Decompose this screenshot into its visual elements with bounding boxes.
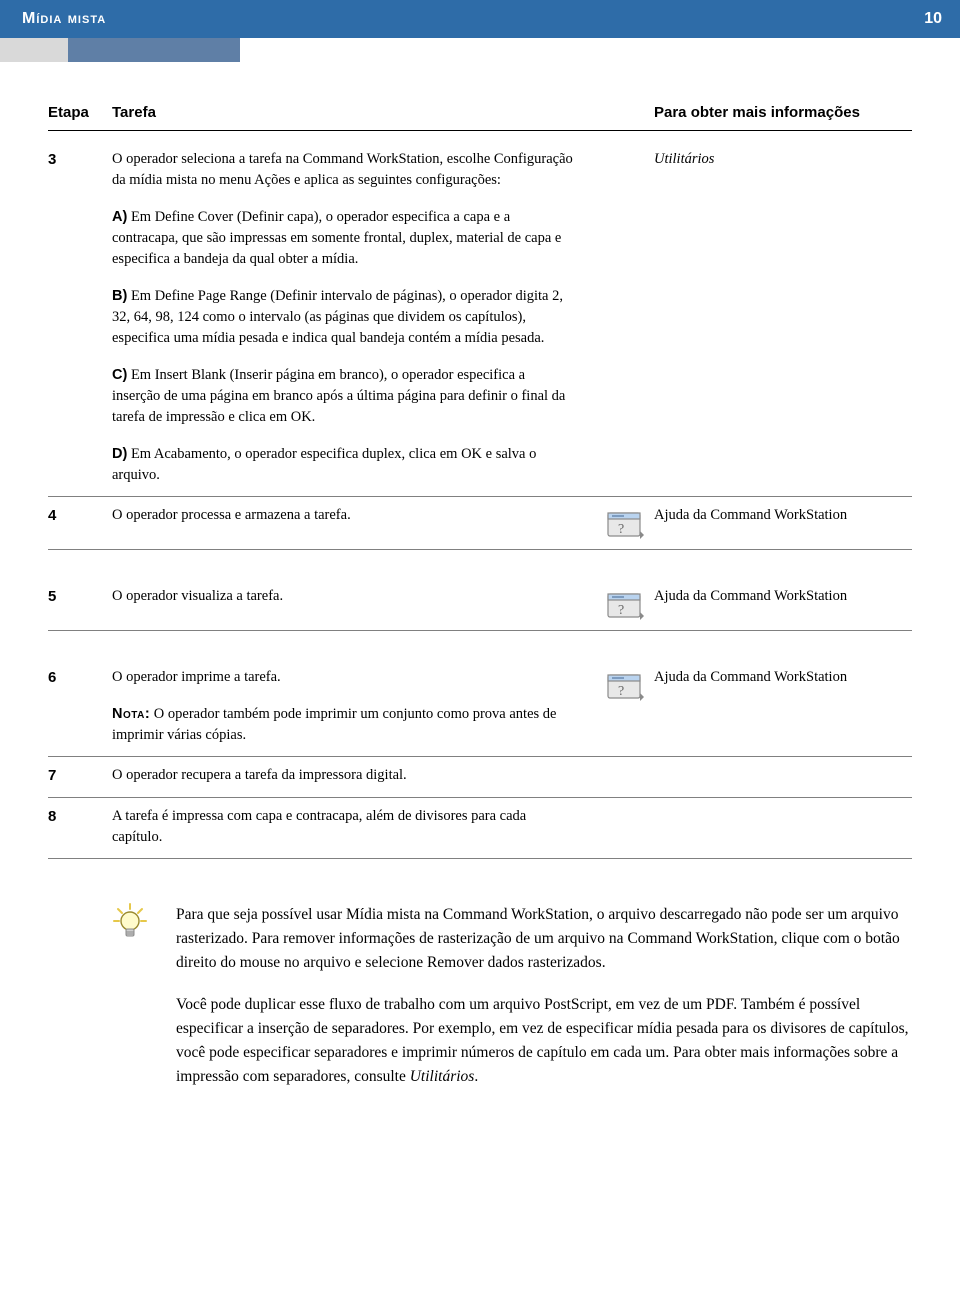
table-row: 3 O operador seleciona a tarefa na Comma… — [48, 141, 912, 497]
row6-text: O operador imprime a tarefa. — [112, 667, 574, 688]
row3-item-d: D) Em Acabamento, o operador especifica … — [112, 444, 574, 486]
svg-text:?: ? — [618, 603, 624, 618]
svg-text:?: ? — [618, 684, 624, 699]
item-label: D) — [112, 446, 127, 462]
item-text: Em Acabamento, o operador especifica dup… — [112, 446, 536, 483]
help-window-icon: ? — [604, 588, 644, 620]
info-cell: Ajuda da Command WorkStation — [654, 586, 912, 620]
col-header-etapa: Etapa — [48, 102, 112, 124]
nota-label: Nota: — [112, 706, 150, 722]
tip-p2-ref: Utilitários — [410, 1068, 475, 1085]
row3-item-c: C) Em Insert Blank (Inserir página em br… — [112, 365, 574, 428]
info-cell: Ajuda da Command WorkStation — [654, 667, 912, 746]
table-row: 4 O operador processa e armazena a taref… — [48, 497, 912, 550]
item-text: Em Define Cover (Definir capa), o operad… — [112, 209, 561, 267]
tip-text: Para que seja possível usar Mídia mista … — [176, 903, 912, 1107]
help-window-icon: ? — [604, 507, 644, 539]
tip-paragraph-1: Para que seja possível usar Mídia mista … — [176, 903, 912, 975]
etapa-number: 5 — [48, 586, 112, 620]
header-sub-bar — [0, 38, 960, 62]
table-header-row: Etapa Tarefa Para obter mais informações — [48, 102, 912, 131]
row3-item-b: B) Em Define Page Range (Definir interva… — [112, 286, 574, 349]
etapa-number: 7 — [48, 765, 112, 787]
etapa-number: 6 — [48, 667, 112, 746]
etapa-number: 8 — [48, 806, 112, 848]
row3-intro: O operador seleciona a tarefa na Command… — [112, 149, 574, 191]
item-label: A) — [112, 209, 127, 225]
table-row: 6 O operador imprime a tarefa. Nota: O o… — [48, 659, 912, 757]
tarefa-cell: O operador imprime a tarefa. Nota: O ope… — [112, 667, 594, 746]
table-row: 5 O operador visualiza a tarefa. ? Ajuda… — [48, 578, 912, 631]
col-header-info: Para obter mais informações — [654, 102, 912, 124]
etapa-number: 4 — [48, 505, 112, 539]
info-cell: Ajuda da Command WorkStation — [654, 505, 912, 539]
table-row: 7 O operador recupera a tarefa da impres… — [48, 757, 912, 798]
lightbulb-icon — [112, 903, 148, 1107]
etapa-number: 3 — [48, 149, 112, 486]
svg-text:?: ? — [618, 522, 624, 537]
item-label: B) — [112, 288, 127, 304]
row3-item-a: A) Em Define Cover (Definir capa), o ope… — [112, 207, 574, 270]
nota-text: O operador também pode imprimir um conju… — [112, 706, 556, 743]
tip-p2-tail: . — [474, 1068, 478, 1085]
tarefa-cell: O operador recupera a tarefa da impresso… — [112, 765, 594, 787]
tarefa-cell: A tarefa é impressa com capa e contracap… — [112, 806, 594, 848]
row6-nota: Nota: O operador também pode imprimir um… — [112, 704, 574, 746]
tip-p2-text: Você pode duplicar esse fluxo de trabalh… — [176, 996, 909, 1085]
tip-block: Para que seja possível usar Mídia mista … — [48, 903, 912, 1107]
info-cell: Utilitários — [654, 149, 912, 486]
item-text: Em Define Page Range (Definir intervalo … — [112, 288, 563, 346]
page-header: Mídia mista 10 — [0, 0, 960, 38]
col-header-tarefa: Tarefa — [112, 102, 594, 124]
item-text: Em Insert Blank (Inserir página em branc… — [112, 367, 565, 425]
header-title: Mídia mista — [22, 7, 106, 30]
tarefa-cell: O operador processa e armazena a tarefa. — [112, 505, 594, 539]
header-page-number: 10 — [924, 7, 942, 30]
help-window-icon: ? — [604, 669, 644, 701]
page-content: Etapa Tarefa Para obter mais informações… — [0, 62, 960, 1137]
item-label: C) — [112, 367, 127, 383]
table-row: 8 A tarefa é impressa com capa e contrac… — [48, 798, 912, 859]
tip-paragraph-2: Você pode duplicar esse fluxo de trabalh… — [176, 993, 912, 1089]
tarefa-cell: O operador seleciona a tarefa na Command… — [112, 149, 594, 486]
tarefa-cell: O operador visualiza a tarefa. — [112, 586, 594, 620]
